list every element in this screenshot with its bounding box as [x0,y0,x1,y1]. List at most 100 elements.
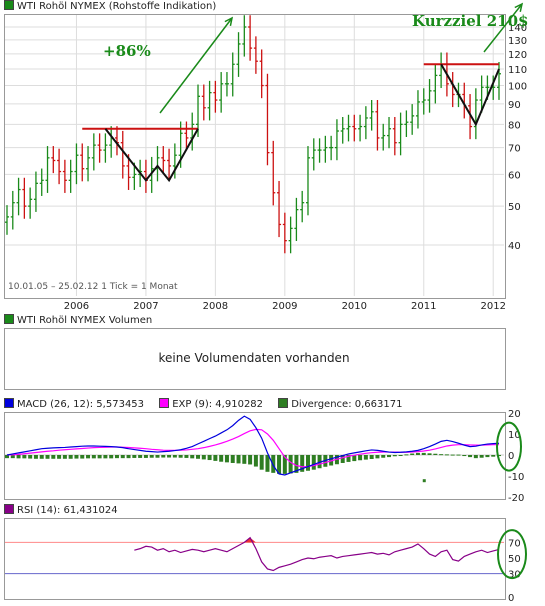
divergence-bar [51,455,56,459]
divergence-bar [114,455,119,459]
price-y-tick-label: 90 [508,100,521,111]
divergence-bar [421,452,426,455]
divergence-bar [375,455,380,459]
macd-y-tick-label: 10 [508,430,521,441]
divergence-bar [39,455,44,459]
divergence-bar [120,455,125,459]
macd-y-tick-label: -20 [508,493,524,504]
divergence-bar [358,455,363,461]
double-bottom-pattern [104,128,199,183]
price-bar [161,146,166,174]
rsi-overbought-fill [244,537,256,543]
divergence-bar [444,454,449,456]
divergence-bar [172,455,177,458]
divergence-bar [132,455,137,458]
price-bar [381,123,386,151]
divergence-bar [74,455,79,459]
exp-legend-item: EXP (9): 4,910282 [159,398,263,410]
price-bar [236,32,241,77]
divergence-bar [103,455,108,459]
divergence-bar [80,455,85,459]
price-x-tick-label: 2011 [411,301,436,312]
price-bar [253,36,258,74]
price-bar [346,114,351,142]
price-bar [62,159,67,193]
rsi-y-tick-label: 70 [508,538,521,549]
price-bar [352,114,357,142]
divergence-bar [265,455,270,472]
gain-annotation: +86% [103,42,151,60]
price-bar [363,106,368,140]
price-bar [248,15,253,61]
divergence-bar [242,455,247,464]
price-bar [265,73,270,166]
divergence-bar [143,455,148,458]
price-bar [392,116,397,156]
price-bar [224,72,229,97]
arrow-head [224,16,234,26]
rsi-y-tick-label: 50 [508,554,521,565]
price-bar [410,104,415,135]
divergence-bar [248,455,253,465]
divergence-bar [109,455,114,459]
divergence-bar [45,455,50,459]
rsi-legend-label: RSI (14): 61,431024 [17,505,118,516]
divergence-bar [190,455,195,459]
divergence-bar [161,455,166,458]
price-bar [317,138,322,163]
price-bar [207,80,212,121]
divergence-bar [305,455,310,471]
divergence-bar [415,452,420,455]
divergence-bar [57,455,62,459]
target-arrow [483,2,524,53]
divergence-bar [230,455,235,463]
divergence-bar [456,454,461,456]
divergence-bar [62,455,67,459]
divergence-bar [381,455,386,458]
price-bar [415,90,420,129]
rsi-y-tick-label: 0 [508,593,514,604]
price-bar [33,171,38,212]
price-bar [219,72,224,113]
price-bar [433,63,438,104]
divergence-bar [427,453,432,455]
divergence-bar [439,454,444,456]
divergence-bar [329,455,334,466]
divergence-bar [184,455,189,458]
price-bar [369,100,374,131]
price-chart: 40 50 60 70 80 90 100 110 120 130 140 2006 2007 2008 2… [5,2,527,312]
divergence-bar [219,455,224,462]
divergence-bar [311,455,316,470]
v-pattern [440,63,500,127]
volume-legend-label: WTI Rohöl NYMEX Volumen [17,315,153,326]
price-bar [213,80,218,113]
divergence-bar [277,455,282,474]
price-y-tick-label: 110 [508,65,527,76]
price-bar [68,159,73,193]
divergence-bar [68,455,73,459]
rsi-panel [4,518,506,600]
divergence-bar [294,455,299,473]
divergence-outlier [422,479,426,483]
price-bar [334,119,339,161]
price-bar [57,148,62,185]
divergence-bar [253,455,258,467]
no-volume-message: keine Volumendaten vorhanden [158,351,350,365]
price-y-tick-label: 50 [508,202,521,213]
divergence-bar [340,455,345,463]
price-bar [468,94,473,140]
price-bar [323,135,328,163]
divergence-bar [300,455,305,472]
price-bar [28,187,33,219]
divergence-bar [288,455,293,474]
price-bar [149,156,154,193]
divergence-bar [387,455,392,458]
price-y-tick-label: 40 [508,241,521,252]
divergence-bar [410,453,415,455]
divergence-bar [491,455,496,457]
price-bar [242,15,247,57]
price-legend-swatch [4,0,14,10]
divergence-bar [86,455,91,459]
price-y-tick-label: 120 [508,50,527,61]
